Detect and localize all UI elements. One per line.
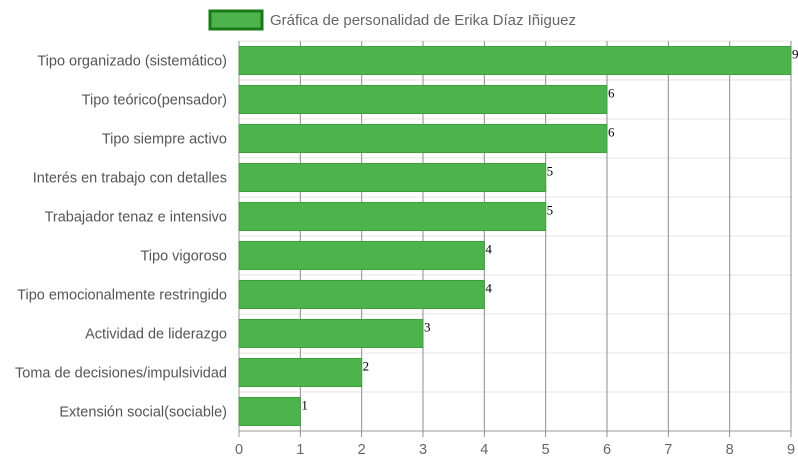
category-label: Tipo teórico(pensador) — [82, 93, 227, 109]
x-tick-label: 7 — [664, 442, 672, 458]
category-label: Toma de decisiones/impulsividad — [15, 366, 227, 382]
data-label: 9 — [792, 47, 798, 62]
data-label: 4 — [485, 281, 492, 296]
legend-label[interactable]: Gráfica de personalidad de Erika Díaz Iñ… — [270, 12, 576, 29]
category-label: Extensión social(sociable) — [59, 405, 227, 421]
bar[interactable] — [238, 318, 424, 349]
bar[interactable] — [238, 201, 547, 232]
bar[interactable] — [238, 240, 485, 271]
category-label: Actividad de liderazgo — [85, 327, 227, 343]
bar[interactable] — [238, 279, 485, 310]
data-label: 4 — [485, 242, 492, 257]
category-label: Interés en trabajo con detalles — [33, 171, 227, 187]
category-label: Tipo vigoroso — [140, 249, 227, 265]
x-tick-label: 6 — [603, 442, 611, 458]
bar[interactable] — [238, 357, 363, 388]
data-label: 1 — [301, 398, 308, 413]
x-tick-label: 0 — [235, 442, 243, 458]
legend-swatch[interactable] — [208, 9, 264, 31]
x-axis: 0 1 2 3 4 5 6 7 8 9 — [235, 442, 795, 458]
bar[interactable] — [238, 45, 792, 76]
category-label: Tipo siempre activo — [102, 132, 227, 148]
bar[interactable] — [238, 396, 301, 427]
x-tick-label: 2 — [358, 442, 366, 458]
category-label: Tipo organizado (sistemático) — [37, 54, 227, 70]
x-tick-label: 5 — [542, 442, 550, 458]
data-label: 3 — [424, 320, 431, 335]
data-label: 2 — [363, 359, 370, 374]
data-label: 6 — [608, 86, 615, 101]
x-tick-label: 4 — [480, 442, 488, 458]
bars — [238, 45, 792, 427]
x-tick-label: 9 — [787, 442, 795, 458]
category-label: Tipo emocionalmente restringido — [17, 288, 227, 304]
bar[interactable] — [238, 84, 608, 115]
x-tick-label: 3 — [419, 442, 427, 458]
data-label: 6 — [608, 125, 615, 140]
category-labels: Tipo organizado (sistemático) Tipo teóric… — [15, 54, 227, 421]
legend[interactable]: Gráfica de personalidad de Erika Díaz Iñ… — [208, 9, 576, 31]
data-labels: 9 6 6 5 5 4 4 3 2 1 — [301, 47, 798, 413]
category-label: Trabajador tenaz e intensivo — [45, 210, 227, 226]
data-label: 5 — [547, 164, 554, 179]
bar[interactable] — [238, 162, 547, 193]
data-label: 5 — [547, 203, 554, 218]
x-tick-label: 8 — [726, 442, 734, 458]
x-tick-label: 1 — [296, 442, 304, 458]
bar[interactable] — [238, 123, 608, 154]
